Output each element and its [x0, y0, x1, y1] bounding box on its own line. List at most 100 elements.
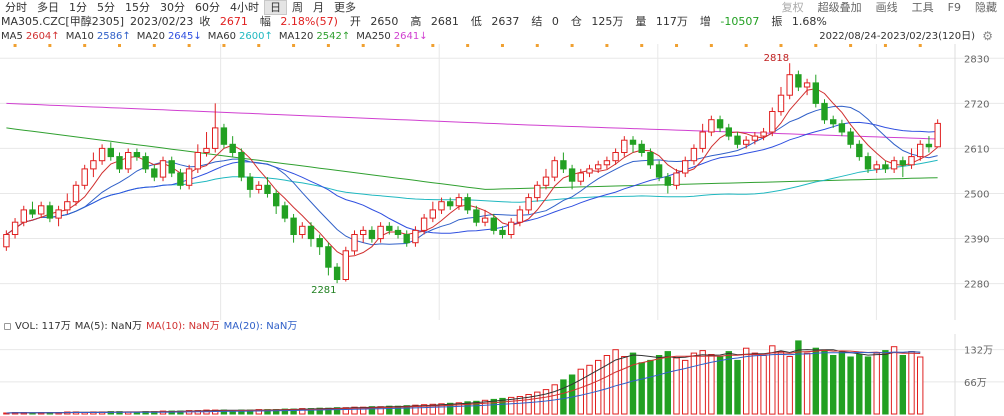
- candle: [664, 176, 671, 186]
- event-marker: [675, 44, 679, 47]
- settle-field: 结 0: [531, 15, 559, 28]
- period-tab-5[interactable]: 30分: [160, 1, 185, 14]
- gear-icon[interactable]: ⚙: [982, 29, 993, 43]
- ma20-line: [6, 121, 938, 235]
- candle: [438, 201, 445, 211]
- candle: [830, 119, 837, 125]
- candle: [743, 139, 750, 145]
- ma-legend: MA5 2604↑ MA10 2586↑ MA20 2645↓ MA60 2600↑ MA120…: [1, 30, 1003, 43]
- candle: [890, 160, 898, 170]
- ma-label: MA10: [65, 31, 94, 42]
- volume-bar: [917, 356, 924, 415]
- volume-bar: [568, 374, 576, 415]
- candle: [795, 74, 802, 88]
- volume-bar: [725, 351, 732, 415]
- candle: [351, 234, 358, 252]
- candle: [72, 184, 80, 203]
- event-marker: [222, 44, 226, 47]
- y-tick-label: 2610: [964, 144, 989, 155]
- period-tab-1[interactable]: 多日: [37, 1, 59, 14]
- period-tab-2[interactable]: 1分: [69, 1, 87, 14]
- period-tab-9[interactable]: 周: [292, 1, 303, 14]
- high-annotation: 2818: [764, 53, 789, 64]
- candle: [595, 164, 602, 170]
- volume-chart[interactable]: 132万 66万: [0, 334, 1004, 416]
- candle: [586, 168, 593, 174]
- period-tab-11[interactable]: 更多: [334, 1, 356, 14]
- ma120-line: [6, 127, 938, 190]
- candle: [638, 143, 645, 154]
- tool-button-2[interactable]: 画线: [875, 1, 898, 14]
- candle: [534, 184, 541, 199]
- volume-bar: [508, 396, 515, 415]
- event-marker: [640, 44, 644, 47]
- candle: [29, 209, 36, 215]
- candle: [542, 176, 550, 186]
- candle: [38, 205, 45, 215]
- tool-button-1[interactable]: 超级叠加: [817, 1, 862, 14]
- period-tab-8[interactable]: 日: [264, 0, 287, 15]
- period-tab-0[interactable]: 分时: [5, 1, 27, 14]
- candle: [682, 160, 689, 174]
- tool-button-4[interactable]: F9: [947, 1, 961, 14]
- open-field: 开 2650: [349, 15, 399, 28]
- square-icon[interactable]: [4, 323, 11, 330]
- change-field: 幅 2.18%(57): [259, 15, 338, 28]
- event-marker: [570, 44, 574, 47]
- event-marker: [466, 44, 470, 47]
- candle: [229, 143, 236, 154]
- event-marker: [918, 44, 922, 47]
- candle: [98, 147, 106, 162]
- candle: [925, 143, 933, 148]
- y-tick-label: 2500: [964, 189, 989, 200]
- candle: [220, 127, 228, 145]
- candle: [917, 143, 924, 158]
- candle: [882, 164, 889, 170]
- candle: [499, 229, 506, 235]
- period-tab-10[interactable]: 月: [313, 1, 324, 14]
- y-tick-label: 2390: [964, 235, 989, 246]
- volume-bar: [603, 355, 611, 415]
- vol-ma5-label: MA(5): NaN万: [74, 321, 143, 332]
- period-tab-3[interactable]: 5分: [97, 1, 115, 14]
- candle: [603, 160, 611, 166]
- tool-button-0[interactable]: 复权: [781, 1, 804, 14]
- ma-items: MA5 2604↑ MA10 2586↑ MA20 2645↓ MA60 2600↑ MA120…: [1, 30, 434, 43]
- volume-bar: [612, 349, 619, 415]
- ma-label: MA60: [207, 31, 236, 42]
- tool-button-3[interactable]: 工具: [911, 1, 934, 14]
- price-chart[interactable]: 2830 2720 2610 2500 2390 2280 2818 2281: [0, 44, 1004, 320]
- tool-button-5[interactable]: 隐藏: [975, 1, 997, 14]
- candle: [142, 156, 149, 170]
- candle: [386, 225, 393, 231]
- candle: [125, 152, 132, 170]
- candle: [290, 217, 297, 236]
- candle: [516, 209, 524, 223]
- volume-bar: [890, 346, 898, 415]
- volume-bar: [873, 352, 880, 415]
- ma-item-ma20: MA20 2645↓: [137, 30, 202, 43]
- candle: [185, 168, 193, 186]
- period-tab-6[interactable]: 60分: [195, 1, 220, 14]
- event-marker: [709, 44, 713, 47]
- volume-bar: [803, 352, 811, 415]
- candle: [708, 119, 715, 133]
- event-marker: [535, 44, 539, 47]
- quote-date: 2023/02/23: [129, 15, 194, 28]
- candle: [377, 225, 384, 240]
- candle: [629, 139, 637, 145]
- volume-bar: [838, 351, 846, 415]
- candle: [281, 205, 289, 219]
- candle: [655, 164, 663, 178]
- event-marker: [500, 44, 504, 47]
- candle: [908, 156, 915, 166]
- candle: [481, 217, 489, 223]
- period-list: 分时 多日 1分 5分 15分 30分 60分 4小时日周月更多: [0, 0, 361, 15]
- y-tick-label: 2830: [964, 54, 989, 65]
- candle: [699, 131, 706, 149]
- candle: [81, 168, 88, 186]
- volume-bar: [499, 397, 506, 415]
- period-tab-4[interactable]: 15分: [125, 1, 150, 14]
- close-field: 收 2671: [199, 15, 248, 28]
- period-tab-7[interactable]: 4小时: [230, 1, 259, 14]
